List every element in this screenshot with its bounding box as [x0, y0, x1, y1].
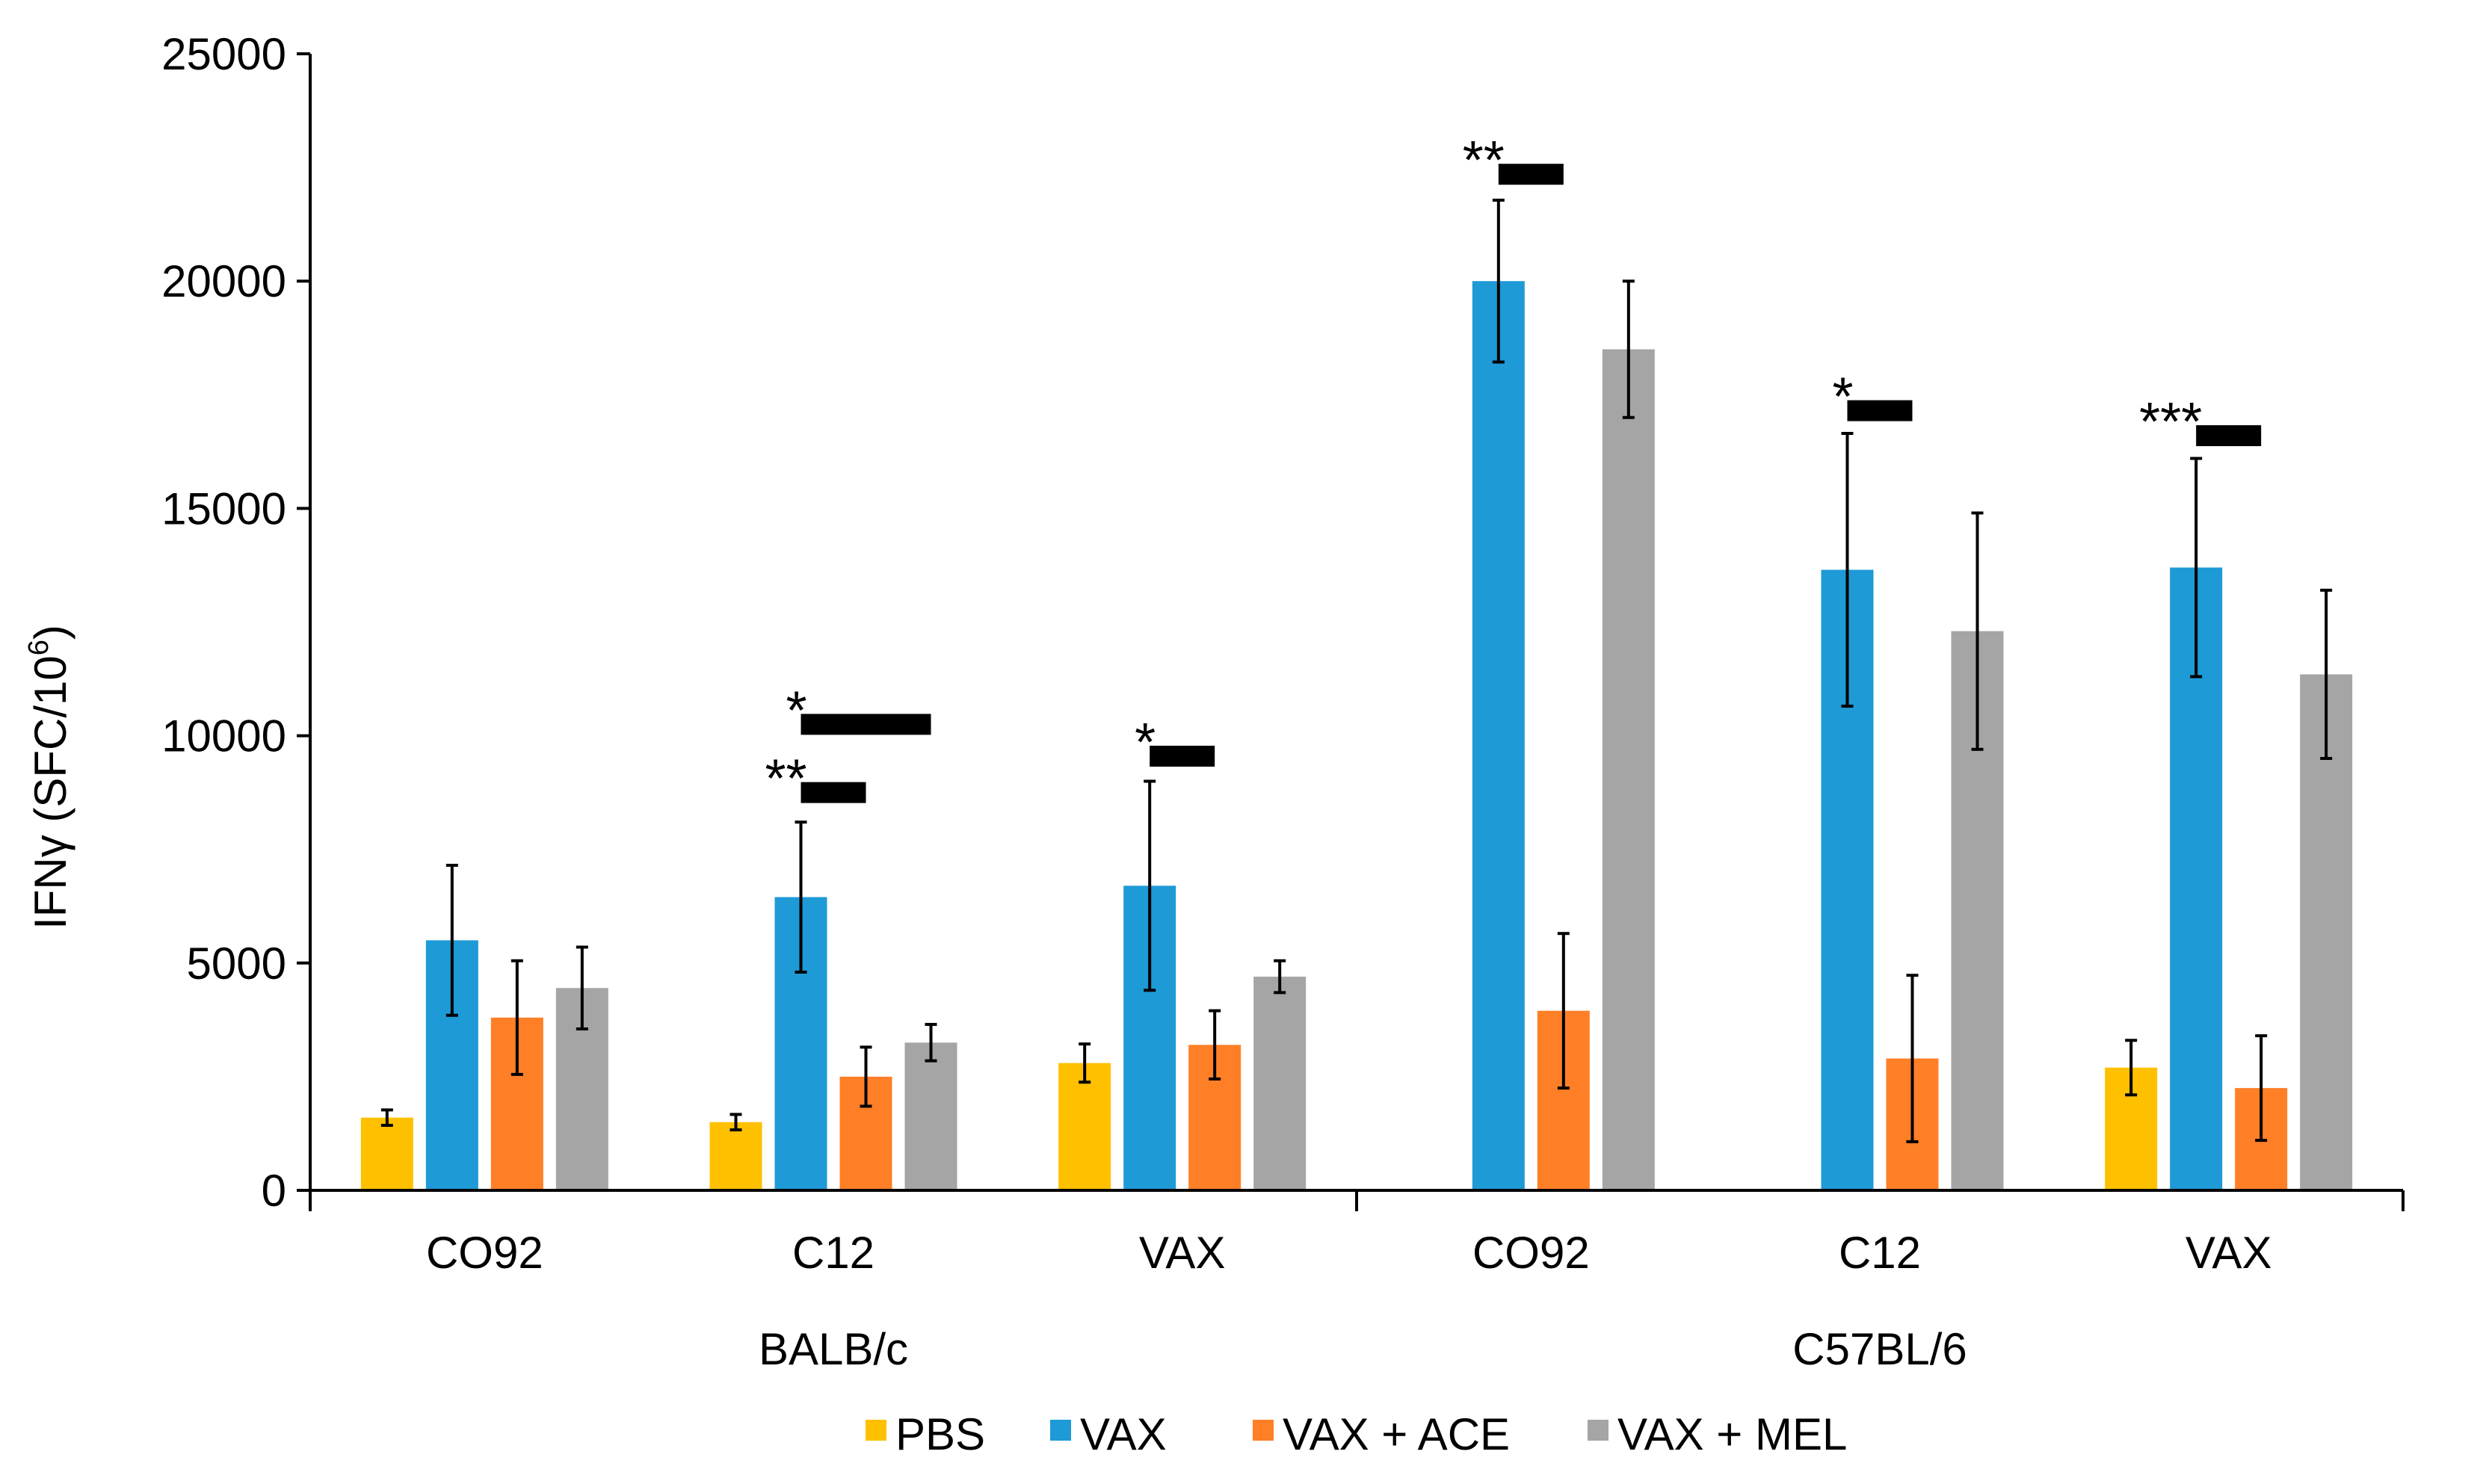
x-category-label: VAX [2186, 1228, 2272, 1278]
bar [904, 1042, 957, 1190]
bar [1058, 1063, 1111, 1190]
x-category-label: CO92 [1472, 1228, 1590, 1278]
y-axis-label: IFNγ (SFC/106) [23, 625, 75, 930]
bar [1472, 281, 1525, 1191]
y-tick-label: 0 [262, 1166, 286, 1216]
significance-bar [801, 782, 866, 803]
legend-swatch [866, 1420, 886, 1441]
x-group-label: C57BL/6 [1792, 1324, 1967, 1374]
y-tick-label: 25000 [161, 29, 286, 79]
bar [360, 1117, 413, 1190]
legend-label: PBS [895, 1409, 985, 1459]
significance-label: ** [765, 749, 806, 809]
x-category-label: CO92 [426, 1228, 543, 1278]
legend-swatch [1050, 1420, 1071, 1441]
y-tick-label: 10000 [161, 711, 286, 761]
legend-swatch [1588, 1420, 1608, 1441]
y-axis-label-sup: 6 [23, 640, 55, 655]
significance-bar [801, 714, 931, 735]
significance-label: *** [2139, 392, 2202, 452]
legend-label: VAX + MEL [1617, 1409, 1847, 1459]
legend-label: VAX [1080, 1409, 1167, 1459]
y-tick-label: 5000 [187, 939, 286, 989]
bar [2300, 674, 2353, 1190]
significance-label: ** [1463, 131, 1505, 191]
bar [1253, 977, 1307, 1190]
y-axis-label-main: IFNγ (SFC/10 [25, 655, 75, 930]
significance-label: * [786, 681, 806, 741]
y-tick-label: 20000 [161, 256, 286, 306]
x-category-label: VAX [1139, 1228, 1226, 1278]
bar [1602, 349, 1655, 1191]
y-axis-label-close: ) [25, 625, 75, 640]
legend-swatch [1253, 1420, 1274, 1441]
significance-label: * [1135, 713, 1156, 773]
x-category-label: C12 [1839, 1228, 1921, 1278]
x-group-label: BALB/c [759, 1324, 908, 1374]
x-category-label: C12 [792, 1228, 875, 1278]
bar [709, 1122, 762, 1190]
significance-bar [1150, 745, 1215, 767]
y-tick-label: 15000 [161, 483, 286, 534]
significance-bar [1847, 400, 1913, 421]
legend-label: VAX + ACE [1283, 1409, 1510, 1459]
significance-label: * [1832, 368, 1853, 427]
significance-bar [2196, 425, 2262, 447]
significance-bar [1498, 164, 1564, 185]
